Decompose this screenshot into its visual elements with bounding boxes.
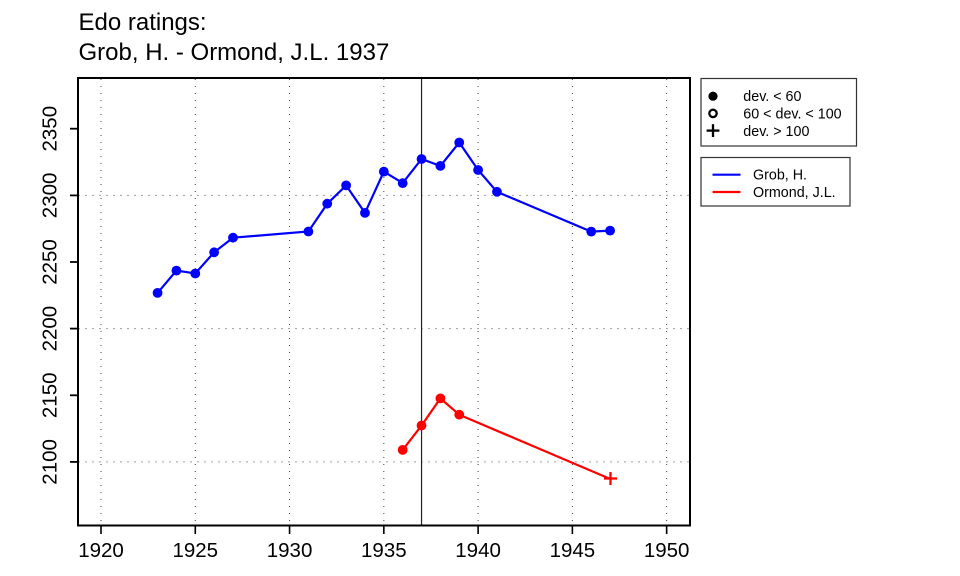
svg-text:1925: 1925 [172, 539, 218, 562]
svg-text:1950: 1950 [644, 539, 690, 562]
svg-text:2350: 2350 [39, 106, 62, 152]
svg-text:2250: 2250 [39, 239, 62, 285]
svg-text:Grob, H. - Ormond, J.L. 1937: Grob, H. - Ormond, J.L. 1937 [79, 39, 390, 66]
svg-text:2150: 2150 [39, 372, 62, 418]
svg-text:1945: 1945 [550, 539, 596, 562]
svg-text:dev. < 60: dev. < 60 [743, 89, 801, 105]
svg-text:1935: 1935 [361, 539, 407, 562]
svg-text:2100: 2100 [39, 439, 62, 485]
svg-text:60 < dev. < 100: 60 < dev. < 100 [743, 107, 841, 123]
svg-text:Ormond, J.L.: Ormond, J.L. [753, 185, 836, 201]
svg-text:Edo ratings:: Edo ratings: [79, 9, 207, 36]
svg-text:dev. > 100: dev. > 100 [743, 124, 809, 140]
svg-text:2200: 2200 [39, 306, 62, 352]
svg-text:1930: 1930 [267, 539, 313, 562]
svg-text:2300: 2300 [39, 173, 62, 219]
svg-text:1920: 1920 [78, 539, 124, 562]
svg-text:Grob, H.: Grob, H. [753, 168, 807, 184]
svg-text:1940: 1940 [455, 539, 501, 562]
